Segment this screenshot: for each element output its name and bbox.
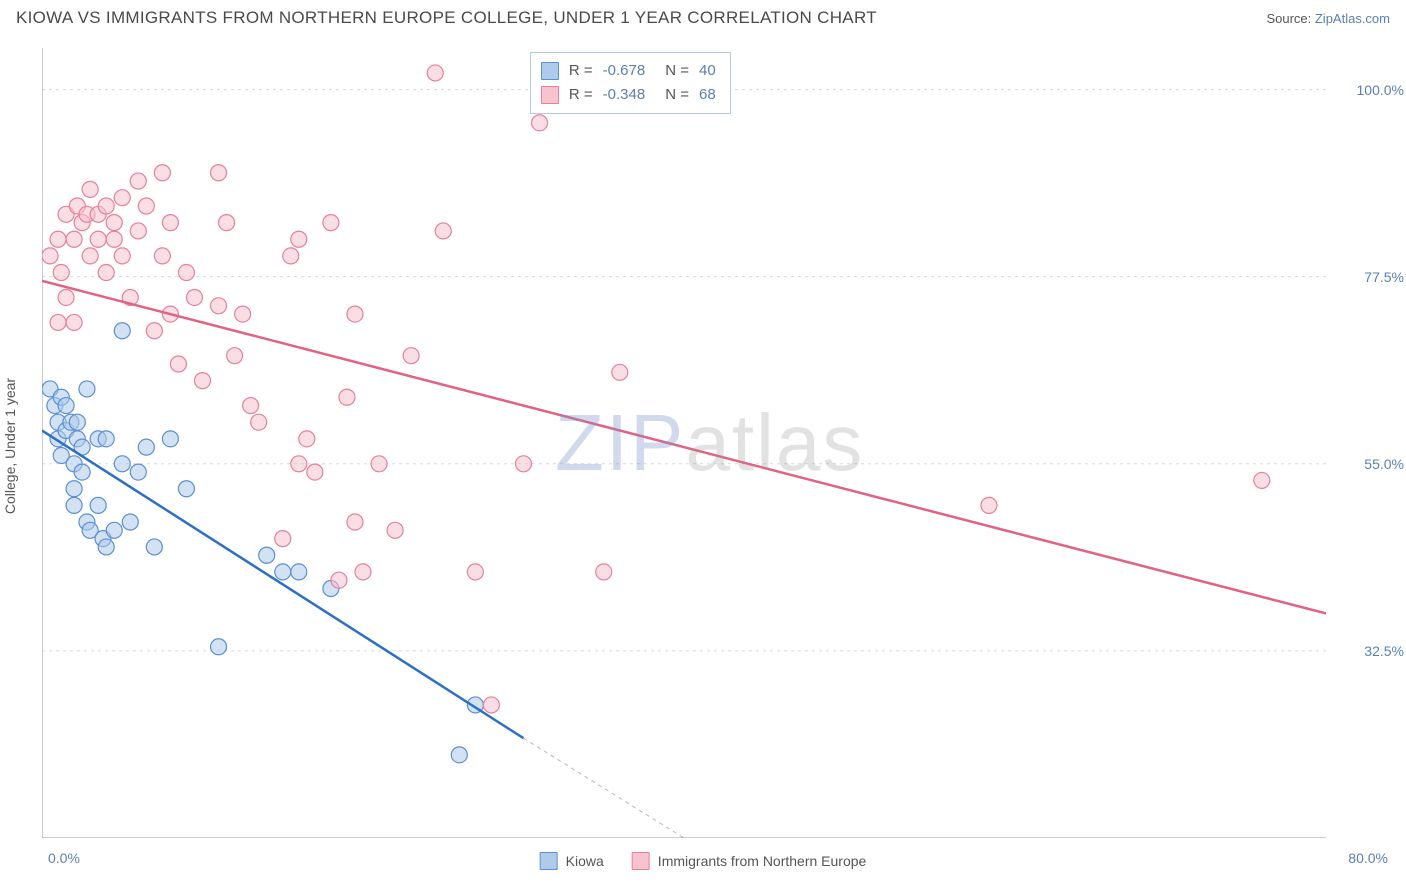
legend-swatch <box>632 852 650 870</box>
scatter-chart <box>42 48 1326 838</box>
chart-area: ZIPatlas <box>42 48 1326 838</box>
source-attribution: Source: ZipAtlas.com <box>1266 11 1390 26</box>
legend-swatch <box>540 852 558 870</box>
legend-item: Kiowa <box>540 852 604 870</box>
stats-n-value: 40 <box>699 59 716 83</box>
stats-legend-box: R = -0.678 N = 40 R = -0.348 N = 68 <box>530 52 731 114</box>
source-prefix: Source: <box>1266 11 1314 26</box>
source-link[interactable]: ZipAtlas.com <box>1315 11 1390 26</box>
y-tick-label: 77.5% <box>1364 269 1404 285</box>
y-axis-label: College, Under 1 year <box>2 378 18 514</box>
stats-n-value: 68 <box>699 83 716 107</box>
stats-row: R = -0.678 N = 40 <box>541 59 716 83</box>
x-tick-label-min: 0.0% <box>48 850 80 866</box>
stats-r-label: R = <box>569 59 593 83</box>
stats-swatch <box>541 62 559 80</box>
header: KIOWA VS IMMIGRANTS FROM NORTHERN EUROPE… <box>0 0 1406 32</box>
legend-label: Kiowa <box>566 853 604 869</box>
x-tick-label-max: 80.0% <box>1348 850 1388 866</box>
y-tick-label: 32.5% <box>1364 643 1404 659</box>
stats-row: R = -0.348 N = 68 <box>541 83 716 107</box>
stats-n-label: N = <box>665 59 689 83</box>
legend: Kiowa Immigrants from Northern Europe <box>540 852 867 870</box>
page-title: KIOWA VS IMMIGRANTS FROM NORTHERN EUROPE… <box>16 8 877 28</box>
y-tick-label: 55.0% <box>1364 456 1404 472</box>
legend-item: Immigrants from Northern Europe <box>632 852 867 870</box>
y-tick-label: 100.0% <box>1357 82 1404 98</box>
legend-label: Immigrants from Northern Europe <box>658 853 867 869</box>
stats-r-value: -0.678 <box>603 59 646 83</box>
stats-swatch <box>541 86 559 104</box>
stats-r-label: R = <box>569 83 593 107</box>
stats-r-value: -0.348 <box>603 83 646 107</box>
stats-n-label: N = <box>665 83 689 107</box>
